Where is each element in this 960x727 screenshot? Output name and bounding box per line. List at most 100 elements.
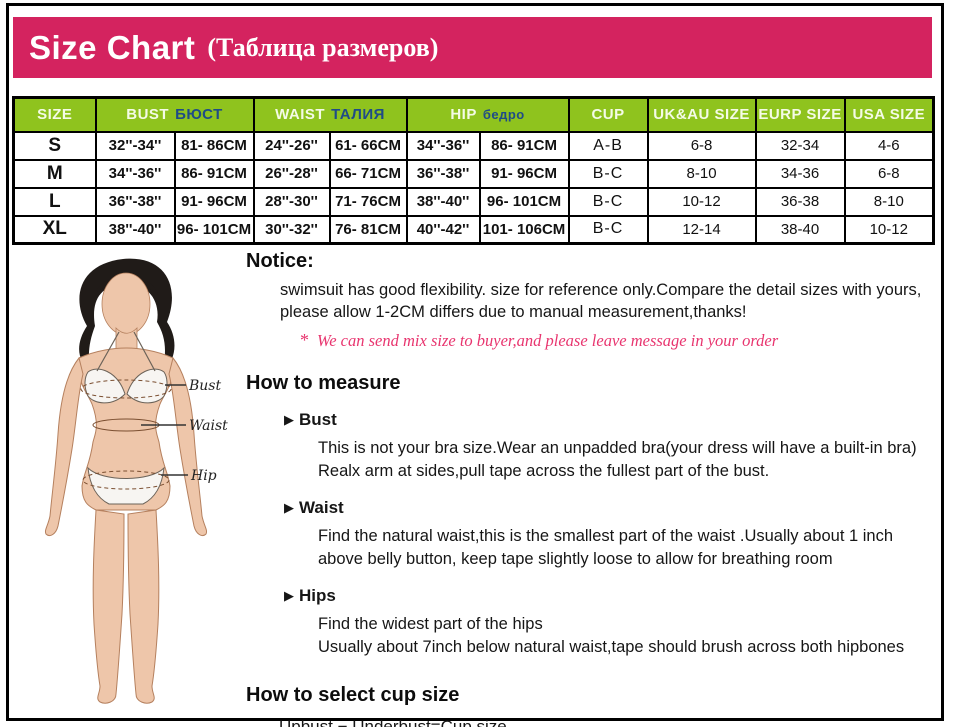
- cell-size: XL: [12, 214, 97, 245]
- cell-hip-in: 34''-36'': [405, 130, 481, 161]
- cell-waist-cm: 76- 81CM: [328, 214, 408, 245]
- size-table: SIZE BUST БЮСТ WAIST ТАЛИЯ HIP бедро CUP UK…: [12, 96, 936, 245]
- left-leg: [92, 509, 125, 704]
- cell-usa: 6-8: [843, 158, 935, 189]
- bikini-strap-right: [133, 331, 156, 372]
- cell-usa: 4-6: [843, 130, 935, 161]
- asterisk-icon: *: [300, 330, 309, 350]
- cell-usa: 8-10: [843, 186, 935, 217]
- cell-size: L: [12, 186, 97, 217]
- cell-ukau: 10-12: [646, 186, 757, 217]
- cell-hip-in: 36''-38'': [405, 158, 481, 189]
- cell-hip-in: 38''-40'': [405, 186, 481, 217]
- cell-hip-in: 40''-42'': [405, 214, 481, 245]
- cell-cup: B-C: [567, 158, 649, 189]
- page-title: Size Chart: [29, 28, 196, 66]
- right-arm: [168, 356, 207, 537]
- cell-bust-cm: 86- 91CM: [173, 158, 255, 189]
- bikini-strap-left: [96, 331, 120, 372]
- bust-instruction-line-2: Realx arm at sides,pull tape across the …: [318, 462, 770, 480]
- bullet-hips: ▶ Hips: [284, 586, 952, 606]
- cup-size-formula: Upbust − Underbust=Cup size: [279, 717, 507, 727]
- mix-size-note-text: We can send mix size to buyer,and please…: [317, 331, 779, 350]
- hips-instructions: Find the widest part of the hips Usually…: [318, 613, 952, 659]
- cell-bust-cm: 96- 101CM: [173, 214, 255, 245]
- bust-instruction-line-1: This is not your bra size.Wear an unpadd…: [318, 439, 917, 457]
- cell-hip-cm: 101- 106CM: [478, 214, 570, 245]
- table-row-s: S 32''-34'' 81- 86CM 24''-26'' 61- 66CM …: [12, 130, 935, 161]
- col-header-size: SIZE: [12, 96, 97, 133]
- triangle-bullet-icon: ▶: [284, 588, 294, 603]
- col-header-cup: CUP: [567, 96, 649, 133]
- right-leg: [127, 509, 160, 704]
- table-row-m: M 34''-36'' 86- 91CM 26''-28'' 66- 71CM …: [12, 158, 935, 189]
- cell-ukau: 6-8: [646, 130, 757, 161]
- cell-bust-in: 38''-40'': [94, 214, 176, 245]
- triangle-bullet-icon: ▶: [284, 412, 294, 427]
- bullet-hips-label: Hips: [299, 586, 336, 605]
- cell-eurp: 32-34: [754, 130, 846, 161]
- table-header-row: SIZE BUST БЮСТ WAIST ТАЛИЯ HIP бедро CUP UK…: [12, 96, 935, 133]
- col-header-waist: WAIST ТАЛИЯ: [252, 96, 408, 133]
- cell-eurp: 34-36: [754, 158, 846, 189]
- col-header-eurp: EURP SIZE: [754, 96, 846, 133]
- waist-instruction-line-2: above belly button, keep tape slightly l…: [318, 550, 833, 568]
- notice-text: swimsuit has good flexibility. size for …: [280, 279, 952, 323]
- cell-cup: B-C: [567, 214, 649, 245]
- bullet-bust: ▶ Bust: [284, 410, 952, 430]
- cell-eurp: 38-40: [754, 214, 846, 245]
- cell-waist-cm: 66- 71CM: [328, 158, 408, 189]
- col-header-bust: BUST БЮСТ: [94, 96, 255, 133]
- body-sketch-illustration: Bust Waist Hip: [45, 258, 228, 704]
- cell-hip-cm: 86- 91CM: [478, 130, 570, 161]
- face: [101, 272, 151, 336]
- waist-instructions: Find the natural waist,this is the small…: [318, 525, 952, 571]
- table-row-xl: XL 38''-40'' 96- 101CM 30''-32'' 76- 81C…: [12, 214, 935, 245]
- cell-usa: 10-12: [843, 214, 935, 245]
- cell-ukau: 12-14: [646, 214, 757, 245]
- cell-hip-cm: 96- 101CM: [478, 186, 570, 217]
- bullet-bust-label: Bust: [299, 410, 337, 429]
- page-title-translation: (Таблица размеров): [207, 32, 439, 62]
- cell-bust-cm: 81- 86CM: [173, 130, 255, 161]
- col-header-ukau: UK&AU SIZE: [646, 96, 757, 133]
- bust-instructions: This is not your bra size.Wear an unpadd…: [318, 437, 952, 483]
- cell-cup: A-B: [567, 130, 649, 161]
- hip-label: Hip: [190, 468, 217, 484]
- notice-heading: Notice:: [246, 250, 314, 272]
- cell-bust-in: 34''-36'': [94, 158, 176, 189]
- waist-instruction-line-1: Find the natural waist,this is the small…: [318, 527, 894, 545]
- bikini-bottom: [87, 466, 165, 505]
- waist-label: Waist: [189, 418, 228, 434]
- cell-waist-in: 26''-28'': [252, 158, 331, 189]
- cell-bust-in: 32''-34'': [94, 130, 176, 161]
- bullet-waist: ▶ Waist: [284, 498, 952, 518]
- cell-waist-in: 24''-26'': [252, 130, 331, 161]
- bust-measure-line: [80, 379, 172, 399]
- bust-label: Bust: [188, 378, 221, 394]
- bikini-top-left: [84, 368, 126, 404]
- hip-measure-line: [82, 470, 170, 490]
- mix-size-note: * We can send mix size to buyer,and pleas…: [300, 330, 952, 351]
- cell-waist-cm: 71- 76CM: [328, 186, 408, 217]
- neck: [115, 327, 138, 351]
- bikini-top-right: [126, 368, 168, 404]
- cell-bust-cm: 91- 96CM: [173, 186, 255, 217]
- title-bar: Size Chart (Таблица размеров): [13, 17, 932, 78]
- how-to-measure-heading: How to measure: [246, 372, 401, 394]
- cell-size: S: [12, 130, 97, 161]
- cell-eurp: 36-38: [754, 186, 846, 217]
- notice-line-2: please allow 1-2CM differs due to manual…: [280, 303, 747, 321]
- cell-waist-in: 28''-30'': [252, 186, 331, 217]
- hips-instruction-line-2: Usually about 7inch below natural waist,…: [318, 638, 905, 656]
- cell-waist-cm: 61- 66CM: [328, 130, 408, 161]
- cell-size: M: [12, 158, 97, 189]
- cell-hip-cm: 91- 96CM: [478, 158, 570, 189]
- cell-bust-in: 36''-38'': [94, 186, 176, 217]
- cell-ukau: 8-10: [646, 158, 757, 189]
- bullet-waist-label: Waist: [299, 498, 344, 517]
- cell-cup: B-C: [567, 186, 649, 217]
- cup-size-heading: How to select cup size: [246, 684, 460, 706]
- page-border: [6, 3, 944, 721]
